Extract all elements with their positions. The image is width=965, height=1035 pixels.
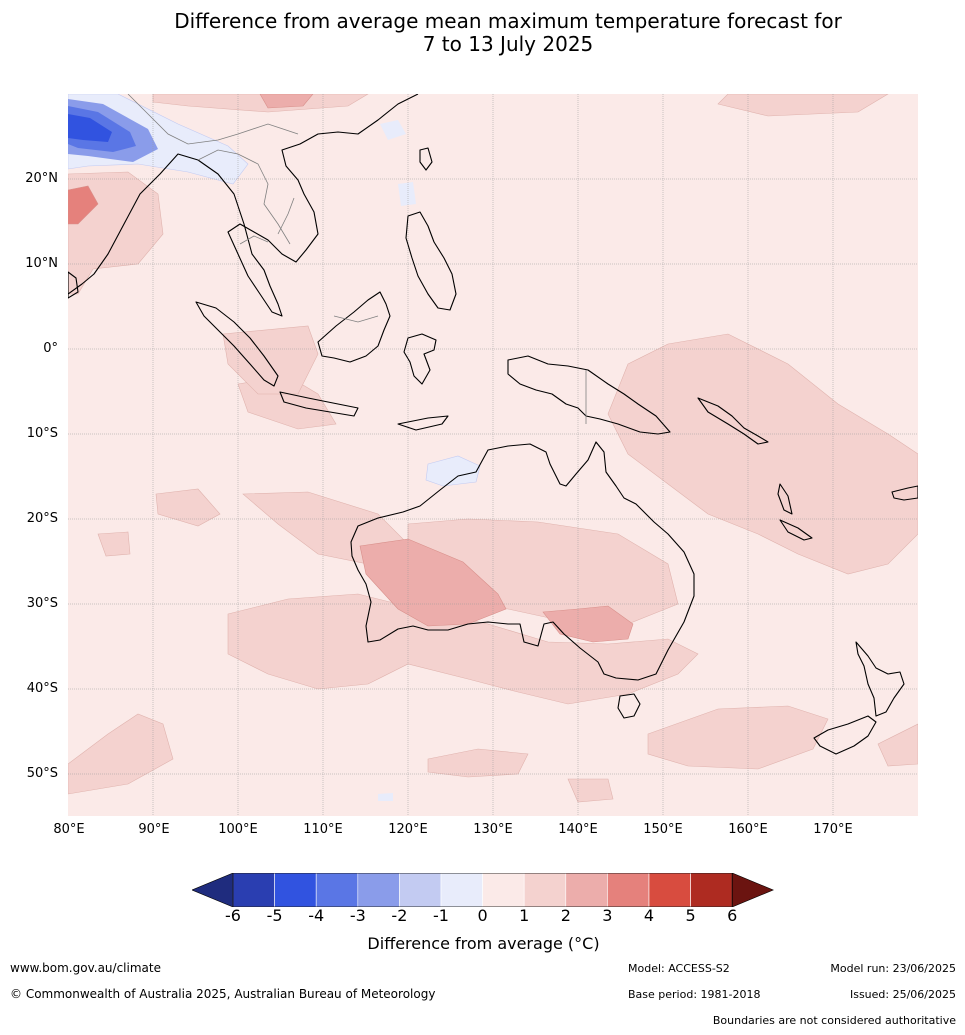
colorbar-tick-label: 6: [727, 906, 738, 925]
colorbar-tick-label: 3: [602, 906, 613, 925]
map-gridlines: [68, 94, 918, 816]
footer-model: Model: ACCESS-S2: [628, 962, 730, 975]
colorbar-segment: [607, 872, 650, 908]
lat-label-10n: 10°N: [25, 256, 58, 271]
lat-label-20s: 20°S: [26, 511, 58, 526]
forecast-map: [68, 94, 918, 816]
solomon-islands-coastline: [697, 397, 769, 445]
colorbar-segment: [482, 872, 525, 908]
anomaly-negative-regions: [68, 94, 481, 801]
lon-label-170e: 170°E: [813, 822, 853, 837]
tasmania-coastline: [617, 693, 641, 719]
colorbar-tick-label: -6: [225, 906, 241, 925]
colorbar-tick-label: 2: [560, 906, 571, 925]
lon-label-80e: 80°E: [53, 822, 85, 837]
footer-disclaimer: Boundaries are not considered authoritat…: [712, 1014, 956, 1027]
philippines-coastline: [405, 211, 457, 311]
coastlines: [68, 94, 918, 755]
new-zealand-north-coastline: [855, 641, 905, 717]
colorbar-label: Difference from average (°C): [367, 934, 600, 953]
colorbar-segment: [232, 872, 275, 908]
colorbar-tick-label: -2: [391, 906, 408, 925]
colorbar: [191, 872, 774, 908]
lon-label-90e: 90°E: [138, 822, 170, 837]
footer-website: www.bom.gov.au/climate: [10, 961, 161, 975]
new-zealand-south-coastline: [813, 715, 877, 755]
sri-lanka-coastline: [68, 271, 79, 299]
fiji-coastline: [891, 485, 918, 501]
lon-label-120e: 120°E: [388, 822, 428, 837]
sulawesi-coastline: [403, 333, 437, 385]
asia-coastline: [68, 94, 419, 317]
colorbar-tick-label: 1: [519, 906, 530, 925]
colorbar-segment: [565, 872, 608, 908]
sumatra-coastline: [195, 301, 279, 387]
java-coastline: [279, 391, 359, 417]
colorbar-segment: [648, 872, 691, 908]
colorbar-segment: [399, 872, 442, 908]
lon-label-130e: 130°E: [473, 822, 513, 837]
colorbar-tick-label: 4: [643, 906, 655, 925]
lat-label-40s: 40°S: [26, 681, 58, 696]
map-title: Difference from average mean maximum tem…: [0, 10, 965, 56]
lon-label-160e: 160°E: [728, 822, 768, 837]
colorbar-segment: [274, 872, 317, 908]
timor-coastline: [397, 415, 449, 431]
footer-model-run: Model run: 23/06/2025: [830, 962, 956, 975]
lon-label-150e: 150°E: [643, 822, 683, 837]
colorbar-segment: [315, 872, 359, 908]
lon-label-100e: 100°E: [218, 822, 258, 837]
vanuatu-coastline: [777, 483, 793, 515]
lat-label-50s: 50°S: [26, 766, 58, 781]
colorbar-segment: [440, 872, 483, 908]
taiwan-coastline: [419, 147, 433, 171]
lon-label-140e: 140°E: [558, 822, 598, 837]
footer-copyright: © Commonwealth of Australia 2025, Austra…: [10, 987, 436, 1001]
borneo-coastline: [317, 291, 391, 363]
colorbar-tick-label: -5: [266, 906, 283, 925]
new-guinea-coastline: [507, 355, 671, 435]
colorbar-tick-label: -3: [349, 906, 366, 925]
colorbar-tick-label: 0: [477, 906, 488, 925]
footer-issued: Issued: 25/06/2025: [849, 988, 956, 1001]
colorbar-tick-label: -4: [308, 906, 325, 925]
lat-label-20n: 20°N: [25, 171, 58, 186]
australia-coastline: [350, 441, 695, 681]
title-line-1: Difference from average mean maximum tem…: [174, 9, 842, 33]
colorbar-segment: [357, 872, 400, 908]
colorbar-tick-label: -1: [433, 906, 449, 925]
colorbar-tick-label: 5: [685, 906, 696, 925]
national-borders: [127, 94, 587, 424]
lat-label-10s: 10°S: [26, 426, 58, 441]
new-caledonia-coastline: [779, 519, 813, 541]
lon-label-110e: 110°E: [303, 822, 343, 837]
map-panel: [68, 94, 918, 816]
lat-label-equator: 0°: [43, 341, 58, 356]
footer-base-period: Base period: 1981-2018: [628, 988, 761, 1001]
colorbar-segment: [690, 872, 733, 908]
colorbar-graphic: [191, 872, 774, 908]
colorbar-extend-low: [191, 872, 234, 908]
title-line-2: 7 to 13 July 2025: [422, 32, 594, 56]
colorbar-segment: [523, 872, 567, 908]
colorbar-extend-high: [731, 872, 774, 908]
lat-label-30s: 30°S: [26, 596, 58, 611]
